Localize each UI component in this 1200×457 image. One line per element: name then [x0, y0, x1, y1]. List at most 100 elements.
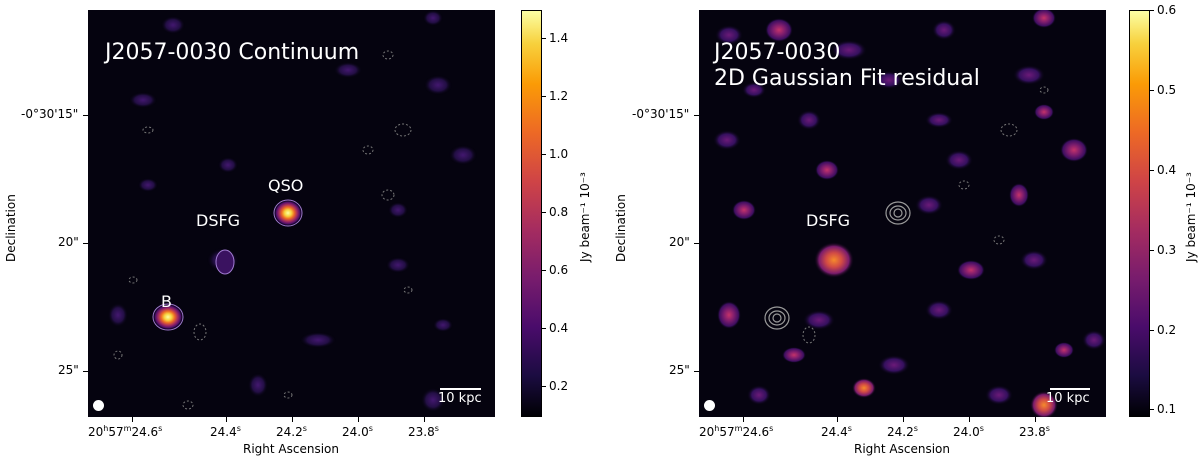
colorbar-tick — [542, 386, 546, 387]
colorbar-tick-label: 1.0 — [549, 147, 569, 161]
ytick — [694, 115, 699, 116]
colorbar-tick-label: 0.8 — [549, 205, 569, 219]
xtick-s-sup: s — [158, 424, 163, 433]
colorbar-tick-label: 0.4 — [1157, 163, 1177, 177]
xtick — [226, 417, 227, 422]
colorbar-tick — [542, 96, 546, 97]
ytick — [83, 243, 88, 244]
colorbar-tick-label: 0.1 — [1157, 402, 1177, 416]
colorbar-tick-label: 1.2 — [549, 89, 569, 103]
colorbar-tick-label: 0.5 — [1157, 83, 1177, 97]
colorbar-tick — [1150, 170, 1154, 171]
x-axis-label: Right Ascension — [854, 442, 950, 456]
colorbar-tick — [542, 212, 546, 213]
residual-map — [713, 10, 1106, 417]
panel-title: J2057-0030 Continuum — [105, 40, 360, 65]
colorbar-tick — [542, 270, 546, 271]
xtick-label-main: 20h57m24.6s — [88, 424, 162, 439]
colorbar-tick — [1150, 250, 1154, 251]
ytick-label: 25" — [669, 363, 690, 377]
colorbar — [521, 10, 542, 417]
b-residual-rings — [764, 306, 790, 330]
colorbar-tick-label: 0.6 — [549, 263, 569, 277]
xtick-hours: 20 — [699, 425, 715, 439]
ytick — [83, 371, 88, 372]
b-source — [152, 303, 184, 331]
scale-bar — [1050, 388, 1090, 390]
xtick-m-sup: m — [734, 424, 743, 433]
residual-image: J2057-0030 2D Gaussian Fit residual DSFG… — [699, 10, 1106, 417]
ytick-label: -0°30'15" — [632, 107, 690, 121]
xtick-h-sup: h — [714, 424, 720, 433]
ytick-label: -0°30'15" — [21, 107, 79, 121]
scale-bar-label: 10 kpc — [438, 391, 482, 406]
scale-bar-label: 10 kpc — [1046, 391, 1090, 406]
dsfg-label: DSFG — [806, 211, 851, 230]
colorbar-tick — [542, 38, 546, 39]
colorbar-tick — [1150, 409, 1154, 410]
qso-label: QSO — [268, 176, 304, 195]
xtick — [743, 417, 744, 422]
ytick-label: 20" — [669, 235, 690, 249]
y-axis-label: Declination — [4, 194, 18, 262]
xtick-minutes: 57 — [719, 425, 735, 439]
continuum-map — [108, 10, 477, 412]
xtick-s-sup: s — [769, 424, 774, 433]
xtick-label: 24.0s — [342, 424, 373, 439]
xtick-label: 23.8s — [408, 424, 439, 439]
negative-contours — [802, 86, 1049, 344]
xtick — [292, 417, 293, 422]
colorbar-tick-label: 0.3 — [1157, 243, 1177, 257]
colorbar-tick — [1150, 90, 1154, 91]
colorbar-tick-label: 0.4 — [549, 321, 569, 335]
colorbar-label: Jy beam⁻¹ 10⁻³ — [578, 172, 592, 262]
qso-source — [273, 199, 303, 227]
continuum-image: J2057-0030 Continuum QSO DSFG B 10 kpc — [88, 10, 495, 417]
dsfg-label: DSFG — [196, 211, 241, 230]
colorbar-tick-label: 0.6 — [1157, 3, 1177, 17]
ytick-label: 20" — [58, 235, 79, 249]
xtick — [424, 417, 425, 422]
xtick-label: 24.0s — [953, 424, 984, 439]
panel-title-line1: J2057-0030 — [714, 40, 841, 65]
xtick-label: 24.4s — [821, 424, 852, 439]
xtick — [358, 417, 359, 422]
beam-ellipse — [93, 400, 104, 411]
x-axis-label: Right Ascension — [243, 442, 339, 456]
xtick-seconds: 24.6 — [131, 425, 159, 439]
xtick-m-sup: m — [123, 424, 132, 433]
panel-title-line2: 2D Gaussian Fit residual — [714, 66, 980, 91]
negative-contours — [113, 50, 413, 410]
xtick — [1035, 417, 1036, 422]
xtick-minutes: 57 — [108, 425, 124, 439]
beam-ellipse — [704, 400, 715, 411]
xtick-label: 23.8s — [1019, 424, 1050, 439]
xtick — [132, 417, 133, 422]
colorbar — [1129, 10, 1150, 417]
colorbar-tick — [1150, 330, 1154, 331]
dsfg-source — [215, 249, 235, 275]
y-axis-label: Declination — [614, 194, 628, 262]
ytick — [83, 115, 88, 116]
residual-blobs — [713, 10, 1106, 417]
xtick-label: 24.2s — [276, 424, 307, 439]
colorbar-tick-label: 1.4 — [549, 31, 569, 45]
xtick-label: 24.2s — [887, 424, 918, 439]
xtick-hours: 20 — [88, 425, 104, 439]
scale-bar — [440, 388, 481, 390]
xtick-seconds: 24.6 — [742, 425, 770, 439]
ytick — [694, 371, 699, 372]
ytick-label: 25" — [58, 363, 79, 377]
right-panel: J2057-0030 2D Gaussian Fit residual DSFG… — [600, 0, 1200, 457]
colorbar-tick — [542, 328, 546, 329]
ytick — [694, 243, 699, 244]
left-panel: J2057-0030 Continuum QSO DSFG B 10 kpc -… — [4, 10, 592, 456]
xtick-h-sup: h — [103, 424, 109, 433]
xtick-label-main: 20h57m24.6s — [699, 424, 773, 439]
xtick-label: 24.4s — [210, 424, 241, 439]
xtick — [903, 417, 904, 422]
xtick — [969, 417, 970, 422]
colorbar-tick-label: 0.2 — [549, 379, 569, 393]
colorbar-label: Jy beam⁻¹ 10⁻³ — [1184, 172, 1198, 262]
qso-residual-rings — [885, 201, 911, 225]
